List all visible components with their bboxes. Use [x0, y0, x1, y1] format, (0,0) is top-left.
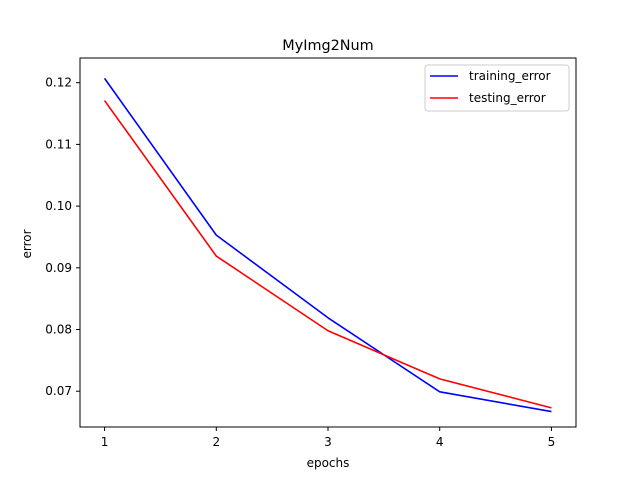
legend-box [424, 64, 570, 112]
x-axis-ticks: 1 2 3 4 5 [101, 427, 555, 449]
y-axis-label: error [20, 229, 34, 258]
x-tick-label: 5 [548, 435, 556, 449]
legend-label: training_error [469, 69, 551, 83]
series-line-training-error [103, 77, 552, 413]
x-tick-label: 2 [212, 435, 220, 449]
y-tick-label: 0.08 [45, 323, 72, 337]
y-tick-label: 0.10 [45, 199, 72, 213]
x-tick-label: 1 [101, 435, 109, 449]
plot-area [103, 77, 552, 413]
y-tick-label: 0.07 [45, 384, 72, 398]
series-line-testing-error [103, 100, 552, 409]
y-tick-label: 0.09 [45, 261, 72, 275]
x-axis-label: epochs [307, 456, 350, 470]
x-tick-label: 4 [436, 435, 444, 449]
x-tick-label: 3 [324, 435, 332, 449]
y-tick-label: 0.11 [45, 137, 72, 151]
legend: training_error testing_error [424, 64, 570, 112]
plot-frame [79, 57, 577, 428]
legend-label: testing_error [469, 91, 546, 105]
y-tick-label: 0.12 [45, 76, 72, 90]
chart-title: MyImg2Num [282, 38, 373, 54]
y-axis-ticks: 0.07 0.08 0.09 0.10 0.11 0.12 [45, 76, 80, 398]
